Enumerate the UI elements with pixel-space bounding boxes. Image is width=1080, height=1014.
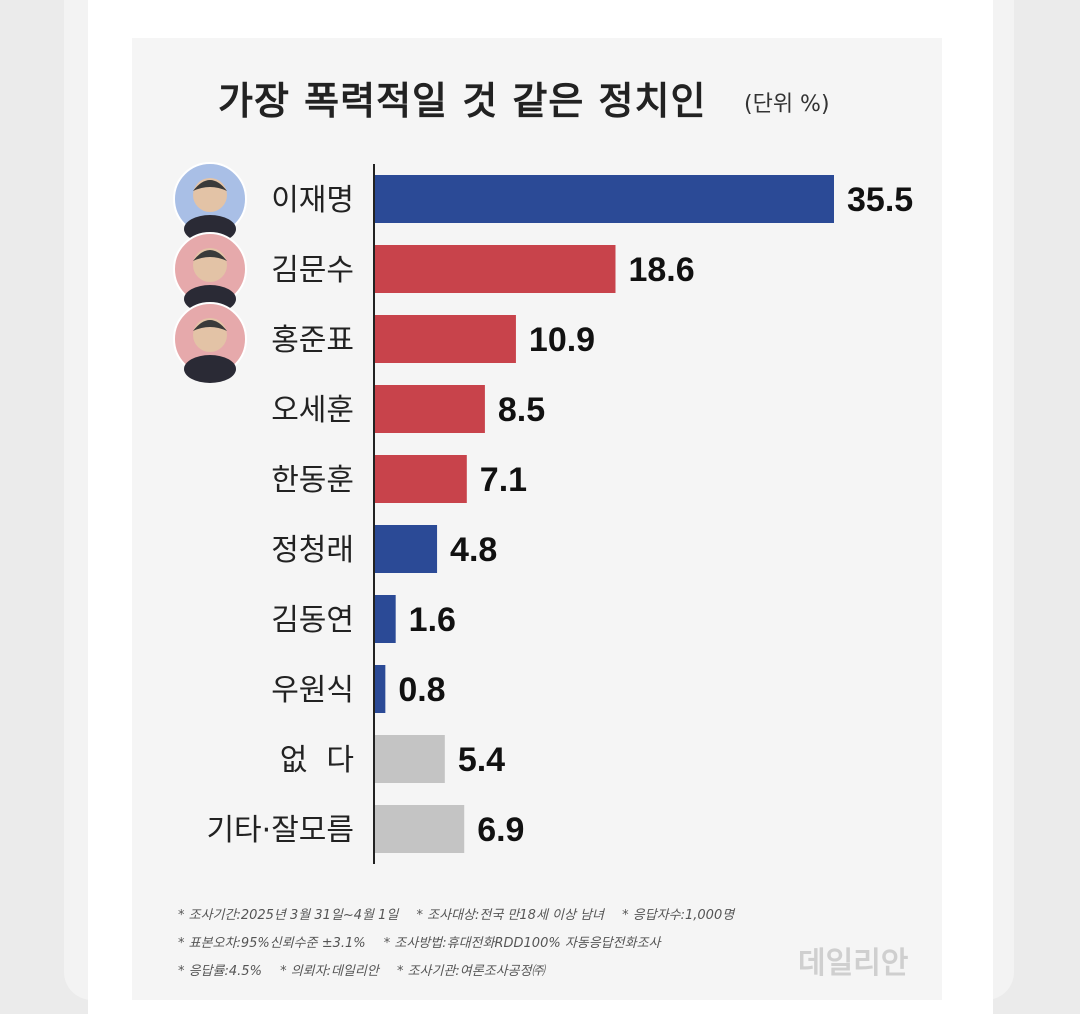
footnote-line-2: * 표본오차:95%신뢰수준 ±3.1% * 조사방법:휴대전화RDD100% …	[178, 932, 675, 951]
footnote-line-1: * 조사기간:2025년 3월 31일~4월 1일 * 조사대상:전국 만18세…	[178, 904, 748, 923]
footnote-line-3: * 응답률:4.5% * 의뢰자:데일리안 * 조사기관:여론조사공정㈜	[178, 960, 559, 979]
category-label: 한동훈	[271, 463, 354, 498]
category-label: 김문수	[271, 253, 354, 288]
data-label: 6.9	[477, 811, 524, 849]
avatar-hair	[193, 320, 227, 331]
avatar-hair	[193, 250, 227, 261]
bar-6	[375, 525, 438, 573]
footnote-survey-method: * 조사방법:휴대전화RDD100% 자동응답전화조사	[383, 936, 661, 951]
bar-9	[375, 735, 445, 783]
data-label: 10.9	[529, 321, 595, 359]
data-label: 1.6	[409, 601, 456, 639]
category-label: 홍준표	[271, 323, 354, 358]
data-label: 18.6	[628, 251, 694, 289]
footnote-client: * 의뢰자:데일리안	[280, 964, 379, 979]
category-label: 우원식	[271, 673, 354, 708]
bar-7	[375, 595, 396, 643]
avatar-hair	[193, 180, 227, 191]
footnote-survey-period: * 조사기간:2025년 3월 31일~4월 1일	[178, 908, 399, 923]
data-label: 4.8	[450, 531, 497, 569]
data-label: 5.4	[458, 741, 505, 779]
chart-title: 가장 폭력적일 것 같은 정치인	[218, 79, 707, 123]
category-label: 없 다	[280, 743, 354, 778]
data-label: 0.8	[398, 671, 445, 709]
footnote-margin-of-error: * 표본오차:95%신뢰수준 ±3.1%	[178, 936, 366, 951]
data-label: 8.5	[498, 391, 545, 429]
bar-3	[375, 315, 516, 363]
bar-8	[375, 665, 386, 713]
footnote-survey-target: * 조사대상:전국 만18세 이상 남녀	[416, 908, 605, 923]
category-label: 김동연	[271, 603, 354, 638]
chart-unit: (단위 %)	[744, 92, 830, 117]
category-label: 기타·잘모름	[206, 813, 354, 848]
bar-2	[375, 245, 616, 293]
bar-10	[375, 805, 465, 853]
bar-4	[375, 385, 485, 433]
data-label: 7.1	[480, 461, 527, 499]
category-label: 오세훈	[271, 393, 354, 428]
footnote-respondents: * 응답자수:1,000명	[622, 908, 735, 923]
footnote-agency: * 조사기관:여론조사공정㈜	[396, 964, 545, 979]
category-label: 정청래	[271, 533, 354, 568]
footnote-response-rate: * 응답률:4.5%	[178, 964, 262, 979]
data-label: 35.5	[847, 181, 913, 219]
avatar-body	[184, 355, 236, 383]
bar-1	[375, 175, 834, 223]
watermark-logo: 데일리안	[798, 946, 909, 981]
bar-5	[375, 455, 467, 503]
category-label: 이재명	[271, 183, 354, 218]
